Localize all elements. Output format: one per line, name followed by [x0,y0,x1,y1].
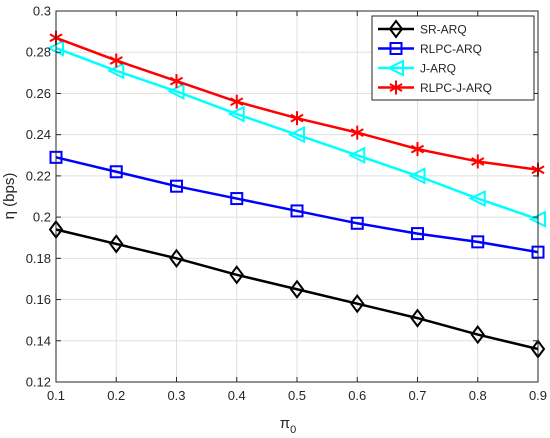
y-tick-label: 0.22 [26,168,51,183]
asterisk-stroke [350,128,364,137]
square-marker [230,192,244,206]
legend: SR-ARQ RLPC-ARQ J-ARQ RLPC-J-ARQ [371,15,535,101]
asterisk-stroke [109,56,123,65]
asterisk-stroke [410,144,425,154]
x-tick-label: 0.3 [167,388,185,403]
diamond-marker [289,279,305,299]
y-tick-label: 0.16 [26,292,51,307]
square-marker [109,165,123,179]
square-marker [170,179,183,193]
asterisk-marker [290,111,304,126]
asterisk-marker [109,53,123,68]
asterisk-marker [169,74,184,89]
legend-label: SR-ARQ [420,23,467,37]
x-axis-label: π0 [280,415,296,436]
x-tick-label: 0.7 [408,388,426,403]
square-marker [290,204,304,218]
axis-ticks: 0.1 0.2 0.3 0.4 0.5 0.6 0.7 0.8 0.9 0.12 0.14 0.16 0… [26,4,547,404]
square-marker [411,227,424,241]
asterisk-marker [350,125,364,140]
asterisk-stroke [389,83,403,92]
y-axis-label: η (bps) [1,173,18,220]
series-rlpc-arq [49,150,545,259]
diamond-marker [388,19,404,39]
y-tick-label: 0.2 [33,210,51,225]
y-tick-label: 0.26 [26,86,51,101]
triangle-marker [227,105,245,123]
x-tick-label: 0.1 [47,388,65,403]
diamond-marker [109,234,124,254]
series-line [55,156,539,254]
legend-label: RLPC-ARQ [420,42,482,56]
asterisk-stroke [169,76,184,86]
legend-label: J-ARQ [420,62,456,76]
square-marker [350,216,364,230]
y-tick-label: 0.12 [26,375,51,390]
legend-item: RLPC-ARQ [378,42,482,56]
asterisk-marker [230,94,244,109]
series-j-arq [46,39,546,228]
x-tick-label: 0.4 [228,388,246,403]
x-tick-label: 0.8 [469,388,487,403]
series-line [55,228,539,351]
series-line [55,46,539,221]
diamond-marker [229,265,244,285]
diamond-marker [169,248,184,269]
triangle-marker [348,146,366,164]
legend-item: RLPC-J-ARQ [378,80,492,95]
asterisk-marker [471,154,485,169]
legend-item: SR-ARQ [378,19,467,39]
asterisk-stroke [290,113,304,123]
asterisk-marker [389,80,403,95]
diamond-marker [470,324,485,345]
x-tick-label: 0.2 [107,388,125,403]
y-tick-label: 0.14 [26,333,51,348]
asterisk-stroke [471,157,485,166]
legend-item: J-ARQ [378,59,456,77]
y-tick-label: 0.18 [26,251,51,266]
x-tick-label: 0.9 [529,388,547,403]
x-tick-label: 0.5 [288,388,306,403]
asterisk-marker [410,142,425,157]
y-tick-label: 0.24 [26,127,51,142]
series-sr-arq [48,219,546,359]
square-marker [389,42,403,55]
triangle-marker [386,59,404,77]
triangle-marker [287,126,305,144]
diamond-marker [350,294,365,314]
legend-label: RLPC-J-ARQ [420,81,492,95]
y-tick-label: 0.3 [33,4,51,19]
asterisk-stroke [230,97,244,107]
diamond-marker [410,308,425,328]
triangle-marker [408,167,426,185]
square-marker [471,235,485,249]
x-tick-label: 0.6 [348,388,366,403]
y-tick-label: 0.28 [26,45,51,60]
triangle-marker [468,189,486,208]
